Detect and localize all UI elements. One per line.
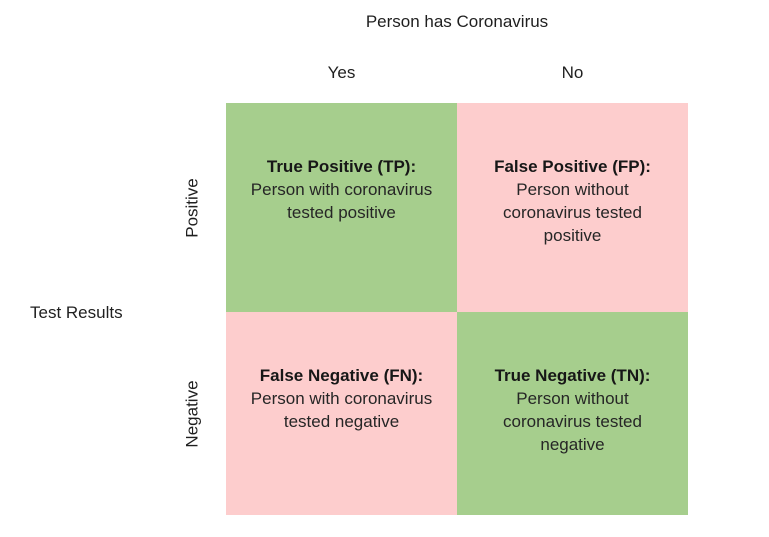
quadrant-line: tested positive bbox=[287, 203, 396, 222]
quadrant-line: coronavirus tested bbox=[503, 203, 642, 222]
quadrant-title: False Negative (FN): bbox=[259, 366, 424, 385]
quadrant-line: Person without bbox=[516, 180, 629, 199]
quadrant-title: True Positive (TP): bbox=[266, 157, 417, 176]
quadrant-line: Person without bbox=[516, 389, 629, 408]
row-label-negative: Negative bbox=[182, 380, 202, 448]
quadrant-line: Person with coronavirus bbox=[250, 389, 433, 408]
column-label-no: No bbox=[561, 63, 584, 82]
quadrant-true-negative: True Negative (TN): Person without coron… bbox=[457, 312, 688, 515]
row-axis-title: Test Results bbox=[30, 303, 123, 322]
quadrant-line: negative bbox=[540, 435, 605, 454]
quadrant-line: tested negative bbox=[283, 412, 400, 431]
matrix-grid: True Positive (TP): Person with coronavi… bbox=[226, 103, 688, 515]
column-axis-title: Person has Coronavirus bbox=[365, 12, 549, 31]
column-label-yes: Yes bbox=[327, 63, 356, 82]
quadrant-false-negative: False Negative (FN): Person with coronav… bbox=[226, 312, 457, 515]
quadrant-true-positive: True Positive (TP): Person with coronavi… bbox=[226, 103, 457, 312]
quadrant-title: True Negative (TN): bbox=[494, 366, 651, 385]
quadrant-line: positive bbox=[543, 226, 602, 245]
row-label-positive: Positive bbox=[182, 178, 202, 238]
quadrant-title: False Positive (FP): bbox=[494, 157, 651, 176]
quadrant-line: Person with coronavirus bbox=[250, 180, 433, 199]
quadrant-false-positive: False Positive (FP): Person without coro… bbox=[457, 103, 688, 312]
quadrant-line: coronavirus tested bbox=[503, 412, 642, 431]
